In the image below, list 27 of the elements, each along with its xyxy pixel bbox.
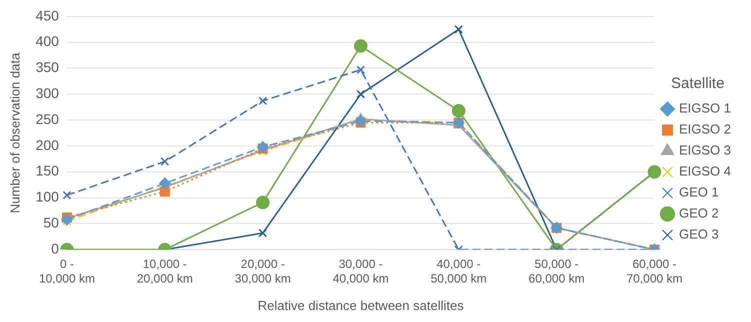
x-tick-label: 40,000 - 50,000 km [430, 257, 487, 286]
y-tick-label: 250 [36, 110, 60, 127]
x-tick-label: 10,000 - 20,000 km [136, 257, 193, 286]
legend-label: EIGSO 3 [678, 142, 732, 158]
x-axis-title: Relative distance between satellites [258, 298, 464, 313]
y-tick-label: 200 [36, 136, 60, 153]
legend-title: Satellite [671, 75, 724, 92]
legend-label: GEO 1 [678, 184, 719, 200]
legend-label: GEO 3 [678, 226, 719, 242]
x-tick-label: 30,000 - 40,000 km [332, 257, 389, 286]
legend-label: EIGSO 4 [678, 164, 732, 179]
y-tick-label: 300 [36, 84, 60, 101]
y-tick-label: 350 [36, 59, 60, 76]
x-tick-label: 50,000 - 60,000 km [528, 257, 585, 286]
y-axis-title: Number of observation data [7, 52, 22, 214]
legend-label: EIGSO 2 [678, 122, 732, 137]
x-tick-label: 60,000 - 70,000 km [626, 257, 683, 286]
x-tick-label: 0 - 10,000 km [38, 257, 95, 286]
y-tick-label: 50 [43, 214, 60, 231]
y-tick-label: 0 [51, 240, 60, 256]
legend-label: GEO 2 [678, 206, 719, 221]
y-tick-label: 400 [36, 33, 60, 50]
legend-label: EIGSO 1 [678, 100, 732, 116]
y-tick-label: 150 [36, 162, 60, 179]
y-tick-label: 450 [36, 7, 60, 24]
y-tick-label: 100 [36, 188, 60, 205]
x-tick-label: 20,000 - 30,000 km [234, 257, 291, 286]
